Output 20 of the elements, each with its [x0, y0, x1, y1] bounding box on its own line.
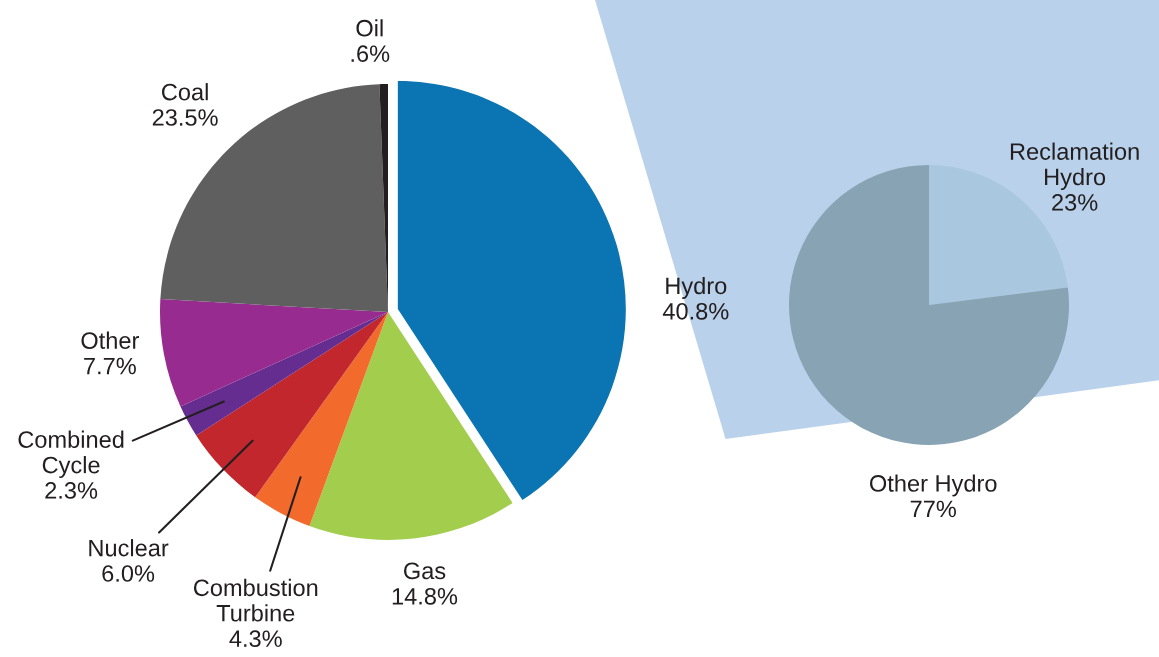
- slice-label: Other Hydro: [870, 474, 997, 497]
- slice-label: Other: [81, 331, 139, 349]
- slice-label: Nuclear: [89, 539, 169, 557]
- slice-label: Gas: [404, 562, 446, 580]
- slice-label: Oil: [356, 19, 383, 37]
- data-label: 4.3%: [229, 630, 282, 648]
- data-label: 23.5%: [152, 109, 218, 126]
- data-label: 23%: [1052, 194, 1098, 211]
- slice-label: Hydro: [666, 276, 727, 299]
- data-label: 77%: [910, 500, 956, 518]
- data-label: 2.3%: [45, 482, 98, 499]
- slice-label: Reclamation Hydro: [1010, 142, 1139, 190]
- data-label: 6.0%: [102, 565, 155, 582]
- slice-label: Combined Cycle: [18, 430, 124, 479]
- data-label: 40.8%: [662, 302, 729, 320]
- data-label: 14.8%: [392, 587, 458, 605]
- slice-label: Coal: [162, 83, 208, 101]
- data-label: 7.7%: [84, 357, 136, 375]
- data-label: .6%: [351, 45, 390, 63]
- slice-label: Combustion Turbine: [193, 578, 318, 622]
